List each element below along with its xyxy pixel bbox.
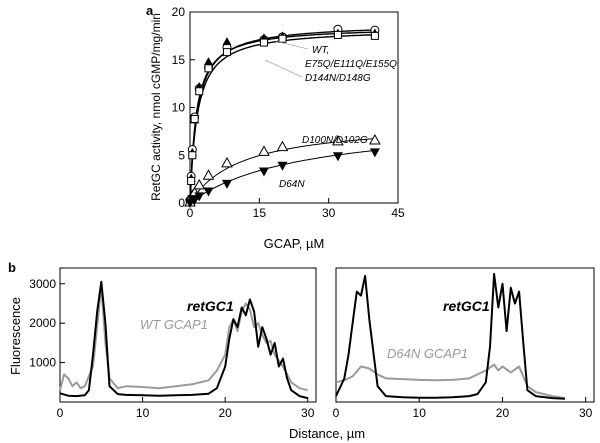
panel-a-x-tick-label: 0 xyxy=(187,206,194,220)
panel-b-right-x-tick-label: 30 xyxy=(579,406,593,420)
panel-b-left-y-tick-label: 3000 xyxy=(29,277,56,291)
data-point-open-square xyxy=(222,48,231,57)
panel-a-data-points xyxy=(184,24,381,208)
data-point-open-triangle xyxy=(202,169,215,180)
panel-a-y-tick-label: 15 xyxy=(172,53,186,67)
data-point-open-square xyxy=(204,64,213,73)
panel-label-a: a xyxy=(146,3,154,18)
data-point-open-triangle xyxy=(193,178,206,190)
annotation-retgc1-left: retGC1 xyxy=(187,298,234,314)
panel-b-right-traces xyxy=(335,272,566,400)
data-point-filled-inverted-triangle xyxy=(258,167,269,177)
data-point-open-triangle xyxy=(258,145,270,156)
data-point-filled-inverted-triangle xyxy=(332,152,343,162)
panel-b-right-plot: 0 10 20 30 retGC1 D64N GCAP1 xyxy=(333,267,595,420)
panel-a-plot: 0 15 30 45 0 5 10 15 20 GCAP, µM RetGC activity,… xyxy=(149,5,405,251)
panel-a-y-tick-label: 0 xyxy=(178,196,185,210)
panel-b-right-trace-gray xyxy=(335,363,566,400)
data-point-open-square xyxy=(278,34,287,43)
panel-label-b: b xyxy=(8,260,16,275)
panel-b-left-y-tick-label: 1000 xyxy=(29,356,56,370)
panel-a-x-tick-label: 45 xyxy=(391,206,405,220)
panel-a-y-tick-label: 5 xyxy=(178,148,185,162)
data-point-open-square xyxy=(259,38,268,47)
data-point-open-square xyxy=(195,87,204,96)
data-point-filled-inverted-triangle xyxy=(369,148,380,158)
data-point-filled-inverted-triangle xyxy=(203,187,214,197)
panel-a-fit-curve xyxy=(189,29,378,204)
data-point-open-triangle xyxy=(369,133,381,145)
annotation-d100n: D100N/D102G xyxy=(302,135,368,146)
annotation-e75q: E75Q/E111Q/E155Q xyxy=(305,59,397,70)
panel-a-x-axis-label: GCAP, µM xyxy=(264,236,325,251)
panel-b-left-trace-gray xyxy=(59,284,308,392)
annotation-d144n-leader xyxy=(264,59,303,78)
panel-b-right-x-tick-label: 10 xyxy=(413,406,427,420)
data-point-open-triangle xyxy=(332,134,344,146)
annotation-wt-leader xyxy=(274,40,309,50)
panel-a-fit-curve xyxy=(189,149,378,204)
data-point-filled-inverted-triangle xyxy=(194,192,205,202)
panel-a-y-tick-label: 10 xyxy=(172,101,186,115)
annotation-retgc1-right: retGC1 xyxy=(443,298,490,314)
annotation-wt: WT, xyxy=(312,45,329,56)
panel-a-x-tick-label: 30 xyxy=(322,206,336,220)
panel-b-left-x-tick-label: 0 xyxy=(57,406,64,420)
panel-a-y-tick-label: 20 xyxy=(172,5,186,19)
panel-b-x-axis-label: Distance, µm xyxy=(289,426,365,441)
data-point-filled-inverted-triangle xyxy=(189,196,200,206)
data-point-open-square xyxy=(187,177,196,186)
data-point-open-triangle xyxy=(221,156,233,168)
panel-a-x-tick-label: 15 xyxy=(253,206,267,220)
panel-b-left-trace-black xyxy=(59,280,308,400)
data-point-filled-triangle xyxy=(222,37,232,46)
panel-b-right-x-tick-label: 20 xyxy=(496,406,510,420)
annotation-d64n: D64N xyxy=(279,179,305,190)
panel-b-left-plot: 0 10 20 30 1000 2000 3000 retGC1 WT GCAP1 Fluo… xyxy=(8,267,317,420)
data-point-open-square xyxy=(188,151,197,160)
panel-a-fit-curves xyxy=(189,29,378,204)
panel-b-left-x-tick-label: 10 xyxy=(136,406,150,420)
annotation-d64n-gcap1: D64N GCAP1 xyxy=(387,346,468,361)
data-point-open-triangle xyxy=(276,140,289,152)
panel-a-frame xyxy=(189,11,399,204)
panel-b-left-x-tick-label: 30 xyxy=(301,406,315,420)
panel-b-right-frame xyxy=(335,267,595,403)
data-point-open-square xyxy=(333,30,342,39)
panel-b-left-traces xyxy=(59,280,308,400)
data-point-open-square xyxy=(370,31,379,40)
annotation-wt-gcap1: WT GCAP1 xyxy=(140,317,208,332)
data-point-filled-inverted-triangle xyxy=(221,179,232,189)
annotation-d144n: D144N/D148G xyxy=(305,73,371,84)
panel-b-left-x-tick-label: 20 xyxy=(218,406,232,420)
data-point-open-square xyxy=(190,114,199,123)
data-point-filled-triangle xyxy=(203,57,213,66)
panel-b-right-trace-black xyxy=(335,272,565,400)
panel-b-y-axis-label: Fluorescence xyxy=(8,297,23,375)
panel-b-left-frame xyxy=(59,267,317,403)
panel-b-left-y-tick-label: 2000 xyxy=(29,316,56,330)
panel-b-left-ticks: 0 10 20 30 1000 2000 3000 xyxy=(29,277,314,420)
panel-b-right-ticks: 0 10 20 30 xyxy=(333,397,593,420)
data-point-filled-inverted-triangle xyxy=(277,161,288,171)
panel-a-y-axis-label: RetGC activity, nmol cGMP/mg/min xyxy=(149,13,163,201)
panel-a-fit-curve xyxy=(189,31,378,204)
panel-b-right-x-tick-label: 0 xyxy=(333,406,340,420)
